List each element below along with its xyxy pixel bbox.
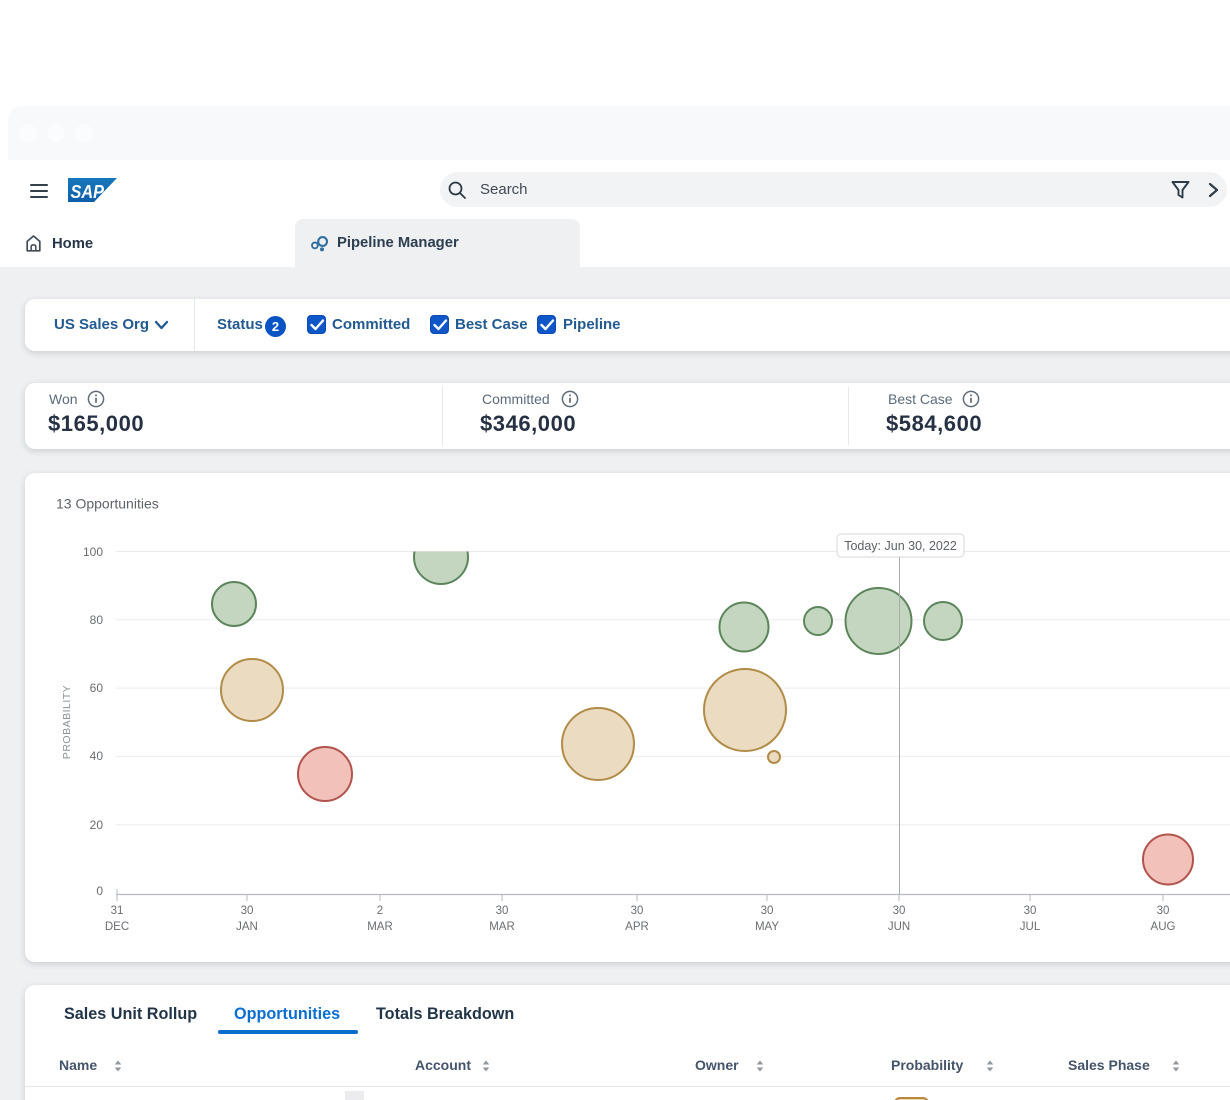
svg-text:40: 40 <box>90 749 104 763</box>
svg-text:30: 30 <box>631 905 644 917</box>
svg-text:Today: Jun 30, 2022: Today: Jun 30, 2022 <box>844 539 957 553</box>
svg-text:30: 30 <box>1157 905 1170 917</box>
svg-text:MAR: MAR <box>367 921 393 933</box>
svg-text:30: 30 <box>1024 905 1037 917</box>
svg-text:DEC: DEC <box>105 921 129 933</box>
svg-text:SAP: SAP <box>71 181 105 202</box>
svg-text:MAY: MAY <box>755 921 779 933</box>
svg-text:MAR: MAR <box>489 921 515 933</box>
svg-text:JUL: JUL <box>1020 921 1041 933</box>
svg-text:JUN: JUN <box>888 921 910 933</box>
svg-text:60: 60 <box>90 681 104 695</box>
svg-text:0: 0 <box>96 884 103 898</box>
svg-text:13 Opportunities: 13 Opportunities <box>56 496 159 512</box>
svg-text:2: 2 <box>377 905 383 917</box>
svg-text:30: 30 <box>241 905 254 917</box>
svg-text:30: 30 <box>761 905 774 917</box>
svg-text:30: 30 <box>893 905 906 917</box>
svg-text:80: 80 <box>90 613 104 627</box>
svg-text:30: 30 <box>496 905 509 917</box>
svg-text:PROBABILITY: PROBABILITY <box>61 685 73 759</box>
svg-text:20: 20 <box>90 818 104 832</box>
svg-text:APR: APR <box>625 921 649 933</box>
svg-text:JAN: JAN <box>236 921 258 933</box>
svg-text:AUG: AUG <box>1151 921 1176 933</box>
svg-text:31: 31 <box>111 905 124 917</box>
svg-text:100: 100 <box>83 545 103 559</box>
